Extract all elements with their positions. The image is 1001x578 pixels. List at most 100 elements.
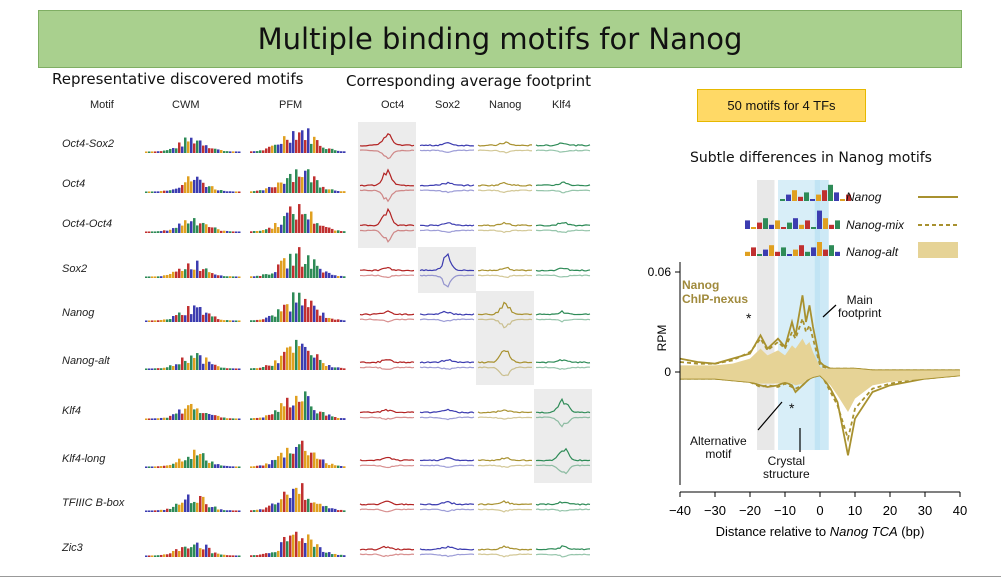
star-annotation-lower: * — [789, 400, 795, 416]
footprint-trace — [419, 310, 475, 323]
footprint-trace — [535, 221, 591, 234]
footprint-trace — [359, 132, 415, 160]
col-header-motif: Motif — [90, 99, 114, 111]
pfm-logo — [250, 247, 346, 278]
bound-highlight-box — [534, 389, 592, 483]
cwm-logo — [145, 260, 241, 278]
page-title: Multiple binding motifs for Nanog — [257, 22, 743, 56]
main-footprint-pointer — [822, 304, 837, 318]
col-header-nanog: Nanog — [489, 99, 522, 111]
footprint-trace — [419, 408, 475, 421]
x-tick-label: −20 — [739, 503, 761, 518]
footprint-trace — [477, 221, 533, 234]
footprint-trace — [359, 266, 415, 279]
footprint-trace — [359, 310, 415, 323]
cwm-logo — [145, 176, 241, 193]
pfm-logo — [250, 292, 346, 322]
col-header-oct4: Oct4 — [381, 99, 405, 111]
star-annotation: * — [746, 310, 752, 326]
y-tick-label: 0 — [664, 365, 671, 379]
footprint-trace — [359, 207, 415, 243]
footprint-trace — [535, 545, 591, 558]
motif-label-oct4-oct4: Oct4-Oct4 — [62, 218, 113, 230]
pfm-logo — [250, 531, 346, 557]
cwm-logo — [145, 305, 241, 322]
legend-swatch-filled — [918, 242, 958, 258]
footprint-trace — [535, 447, 591, 475]
footprint-trace — [359, 168, 415, 203]
cwm-logo — [145, 137, 241, 153]
x-tick-label: −10 — [774, 503, 796, 518]
x-tick-label: 20 — [883, 503, 897, 518]
footprint-trace — [359, 545, 415, 558]
legend-label-nanog-alt: Nanog-alt — [846, 245, 899, 259]
pfm-logo — [250, 339, 346, 370]
footprint-trace — [477, 545, 533, 558]
chip-nexus-annotation: Nanog ChIP-nexus — [682, 278, 748, 306]
x-tick-label: 0 — [816, 503, 823, 518]
x-tick-label: −30 — [704, 503, 726, 518]
footprint-trace — [419, 457, 475, 468]
footprint-trace — [535, 181, 591, 194]
motif-label-oct4: Oct4 — [62, 178, 86, 190]
footprint-trace — [535, 358, 591, 370]
motif-label-nanog-alt: Nanog-alt — [62, 355, 110, 367]
main-footprint-annotation: Main footprint — [838, 293, 882, 320]
cwm-logo — [145, 449, 241, 468]
pfm-logo — [250, 128, 346, 153]
footprint-trace — [535, 267, 591, 278]
bound-highlight-box — [476, 291, 534, 385]
footprint-trace — [535, 142, 591, 153]
chart-subtitle: Subtle differences in Nanog motifs — [690, 150, 932, 166]
col-header-sox2: Sox2 — [435, 99, 461, 111]
footprint-trace — [477, 141, 533, 154]
col-header-pfm: PFM — [279, 99, 303, 111]
pfm-logo — [250, 204, 346, 233]
pfm-logo — [250, 483, 346, 512]
footprint-trace — [419, 222, 475, 233]
legend-logo — [780, 184, 851, 201]
footprint-trace — [477, 457, 533, 468]
pfm-logo — [250, 391, 346, 420]
footprint-trace — [359, 408, 415, 421]
legend-label-nanog: Nanog — [846, 190, 882, 204]
footprint-trace — [477, 349, 533, 377]
title-banner: Multiple binding motifs for Nanog — [38, 10, 962, 68]
footprint-trace — [419, 181, 475, 194]
legend-logo — [745, 242, 840, 256]
x-tick-label: 30 — [918, 503, 932, 518]
footprint-trace — [535, 397, 591, 428]
footprint-trace — [419, 545, 475, 558]
x-tick-label: 10 — [848, 503, 862, 518]
x-axis-label: Distance relative to Nanog TCA (bp) — [716, 524, 925, 539]
cwm-logo — [145, 353, 241, 370]
slide-bottom-border — [0, 576, 1001, 577]
motif-label-klf4-long: Klf4-long — [62, 453, 106, 465]
footprint-trace — [477, 266, 533, 279]
footprint-trace — [419, 142, 475, 153]
x-tick-label: 40 — [953, 503, 967, 518]
footprint-trace — [419, 358, 475, 371]
footprint-trace — [535, 501, 591, 512]
footprint-trace — [359, 456, 415, 469]
pfm-logo — [250, 169, 346, 193]
mid-header: Corresponding average footprint — [346, 72, 592, 90]
y-axis-label: RPM — [655, 325, 669, 352]
footprint-trace — [359, 359, 415, 370]
motif-label-sox2: Sox2 — [62, 263, 88, 275]
crystal-structure-annotation: Crystal structure — [763, 454, 810, 481]
cwm-logo — [145, 542, 241, 557]
motif-label-nanog: Nanog — [62, 307, 95, 319]
footprint-trace — [419, 252, 475, 288]
y-tick-label: 0.06 — [648, 265, 672, 279]
col-header-klf4: Klf4 — [552, 99, 571, 111]
footprint-trace — [477, 409, 533, 420]
legend-logo — [745, 210, 840, 229]
footprint-trace — [477, 500, 533, 513]
cwm-logo — [145, 218, 241, 233]
motif-label-tfiiic-b-box: TFIIIC B-box — [62, 497, 125, 509]
footprint-trace — [477, 301, 533, 329]
alternative-motif-pointer — [757, 401, 783, 431]
